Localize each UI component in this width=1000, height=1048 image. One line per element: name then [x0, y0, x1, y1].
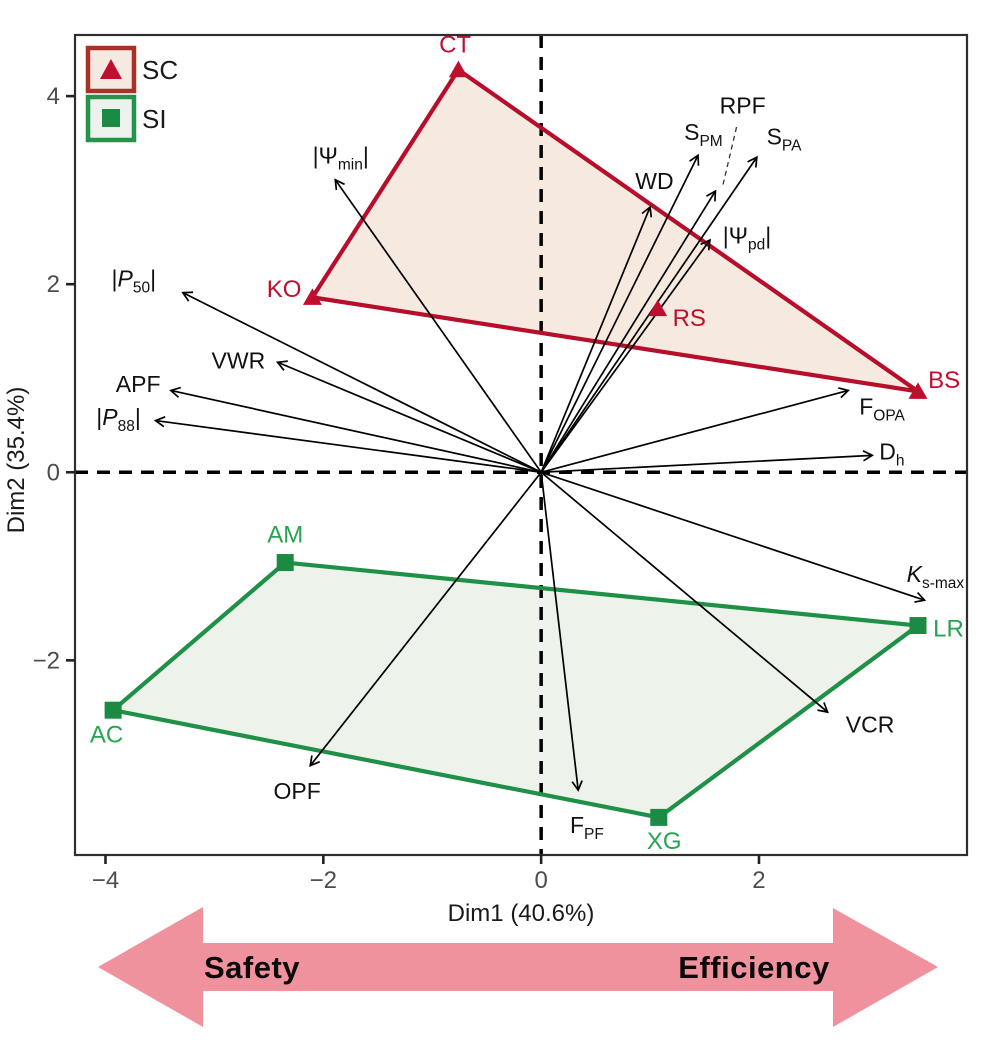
species-point-AM [276, 554, 294, 572]
loading-arrow-RPF [540, 189, 717, 473]
species-label-LR: LR [933, 615, 964, 642]
legend-square-icon [102, 109, 120, 127]
legend-label-sc: SC [142, 55, 178, 85]
loading-label-OPF: OPF [274, 778, 321, 804]
y-tick-label: 4 [47, 83, 60, 110]
sc-hull-fill [312, 69, 918, 392]
species-label-BS: BS [928, 367, 960, 394]
loading-label-SPA: SPA [767, 124, 803, 155]
y-tick-label: −2 [33, 647, 60, 674]
si-hull-fill [113, 562, 918, 818]
species-point-LR [909, 617, 927, 635]
y-axis-title: Dim2 (35.4%) [3, 387, 30, 534]
species-point-KO [302, 288, 322, 305]
y-tick-label: 0 [47, 459, 60, 486]
species-label-XG: XG [647, 828, 682, 855]
x-tick-label: 2 [752, 867, 765, 894]
loading-label-P50: |P50| [112, 266, 157, 297]
efficiency-label: Efficiency [678, 950, 830, 985]
loading-arrow-P88 [153, 416, 542, 474]
loading-label-Dh: Dh [879, 439, 904, 470]
sc-hull-outline [310, 67, 921, 394]
loading-label-APF: APF [116, 371, 161, 397]
species-point-RS [648, 299, 668, 317]
x-tick-label: 0 [534, 867, 547, 894]
species-point-XG [650, 808, 668, 826]
loading-arrow-WD [540, 205, 653, 473]
safety-label: Safety [203, 950, 301, 985]
loading-label-SPM: SPM [684, 119, 723, 150]
loading-label-RPF: RPF [720, 93, 766, 119]
loading-arrow-psi_min [334, 178, 542, 473]
loading-arrow-FOPA [540, 387, 850, 474]
y-tick-label: 2 [47, 271, 60, 298]
plot-border [73, 33, 969, 857]
loading-arrow-SPA [540, 155, 758, 473]
loading-label-psi_min: |Ψmin| [313, 142, 369, 173]
loading-leader-RPF [722, 124, 738, 185]
loading-label-P88: |P88| [96, 404, 141, 435]
loading-arrow-OPF [309, 471, 542, 768]
loading-arrow-SPM [540, 153, 700, 473]
species-label-KO: KO [267, 276, 302, 303]
loading-label-FOPA: FOPA [859, 393, 905, 424]
species-label-AC: AC [90, 722, 123, 749]
loading-label-VCR: VCR [846, 711, 895, 737]
loading-label-Ksmax: Ks-max [907, 561, 965, 592]
loading-arrow-APF [169, 386, 542, 474]
x-tick-label: −2 [310, 867, 337, 894]
x-tick-label: −4 [92, 867, 119, 894]
species-point-AC [104, 701, 122, 719]
species-label-AM: AM [267, 521, 303, 548]
x-axis-title: Dim1 (40.6%) [448, 900, 595, 927]
loading-label-WD: WD [635, 168, 673, 194]
legend-label-si: SI [142, 104, 167, 134]
species-label-RS: RS [673, 305, 706, 332]
loading-label-VWR: VWR [212, 347, 266, 373]
safety-efficiency-arrow: Safety Efficiency [98, 907, 938, 1027]
species-point-BS [908, 382, 928, 399]
loading-arrow-Dh [541, 450, 874, 474]
loading-arrow-P50 [181, 291, 542, 474]
loading-label-psi_pd: |Ψpd| [723, 222, 771, 253]
loading-arrow-psi_pd [540, 238, 711, 473]
loading-label-FPF: FPF [570, 812, 604, 843]
loading-arrow-FPF [540, 472, 583, 792]
legend-triangle-icon [100, 59, 122, 79]
loading-arrow-Ksmax [540, 471, 927, 603]
loading-arrow-VWR [275, 360, 542, 474]
legend: SC SI [85, 45, 178, 143]
loading-arrow-VCR [540, 471, 829, 714]
species-point-CT [448, 60, 468, 78]
